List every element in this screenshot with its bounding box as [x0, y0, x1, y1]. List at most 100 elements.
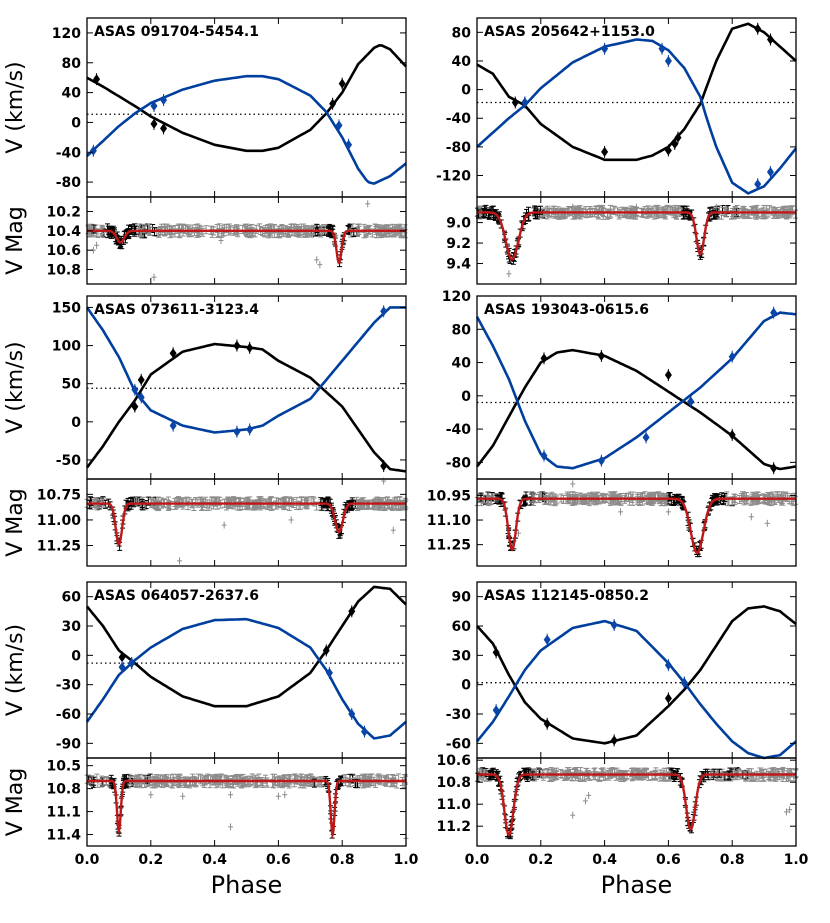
rv-ytick-label: 0 [71, 415, 81, 431]
rv-ytick-label: 60 [62, 590, 82, 606]
secondary-rv-point [246, 424, 254, 435]
rv-ytick-label: -40 [446, 111, 472, 127]
rv-ytick-label: -60 [56, 707, 82, 723]
primary-rv-point [380, 461, 388, 472]
rv-axis-label: V (km/s) [3, 61, 28, 153]
rv-ytick-label: 80 [452, 322, 472, 338]
rv-ytick-label: 40 [452, 54, 472, 70]
primary-rv-point [511, 97, 519, 108]
secondary-rv-point [687, 396, 695, 407]
lc-ytick-label: 11.25 [37, 539, 81, 555]
secondary-rv-point [521, 97, 529, 108]
primary-rv-point [93, 74, 101, 85]
panel-1: 120 80 40 0 -40 -80 ASAS 091704-5454.1 V (km/s)… [3, 17, 408, 285]
secondary-rv-curve [85, 617, 407, 740]
secondary-rv-point [601, 43, 609, 54]
rv-ytick-label: 100 [52, 339, 81, 355]
secondary-rv-point [150, 101, 158, 112]
primary-rv-point [671, 139, 679, 150]
rv-ytick-label: -90 [56, 736, 82, 752]
rv-ytick-label: 0 [71, 648, 81, 664]
primary-rv-point [601, 146, 609, 157]
secondary-rv-point [325, 667, 333, 678]
rv-ytick-label: -50 [56, 453, 82, 469]
secondary-rv-point [728, 351, 736, 362]
rv-ytick-label: 150 [52, 300, 81, 316]
secondary-rv-point [160, 95, 168, 106]
lc-ytick-label: 10.8 [46, 263, 81, 279]
panel-title: ASAS 205642+1153.0 [484, 24, 655, 40]
primary-rv-point [766, 34, 774, 45]
lc-ytick-label: 10.95 [427, 488, 471, 504]
secondary-rv-point [642, 432, 650, 443]
light-curve-model [477, 497, 796, 555]
rv-plot: 120 80 40 0 -40 -80 ASAS 091704-5454.1 [52, 17, 407, 198]
secondary-rv-point [131, 384, 139, 395]
rv-ytick-label: 40 [452, 356, 472, 372]
secondary-rv-point [540, 450, 548, 461]
secondary-rv-point [597, 455, 605, 466]
lc-ytick-label: 11.00 [37, 513, 82, 529]
primary-rv-point [540, 353, 548, 364]
primary-rv-point [329, 98, 337, 109]
primary-rv-point [338, 78, 346, 89]
secondary-rv-curve [475, 311, 797, 470]
rv-ytick-label: 80 [62, 56, 82, 72]
primary-rv-point [664, 145, 672, 156]
light-curve-plot: 9.0 9.2 9.4 [446, 196, 799, 285]
secondary-rv-point [89, 145, 97, 156]
primary-rv-point [131, 401, 139, 412]
secondary-rv-curve [85, 306, 406, 434]
light-curve-frame [86, 196, 407, 285]
secondary-rv-point [345, 139, 353, 150]
rv-plot: 80 40 0 -40 -80 -120 ASAS 205642+1153.0 [436, 17, 798, 198]
lc-ytick-label: 9.4 [446, 257, 471, 273]
light-curve-plot: 10.2 10.4 10.6 10.8 [46, 196, 408, 285]
rv-ytick-label: 30 [62, 619, 82, 635]
rv-ytick-label: -80 [446, 455, 472, 471]
primary-rv-curve [476, 22, 797, 162]
secondary-rv-point [766, 166, 774, 177]
lc-ytick-label: 9.0 [446, 216, 471, 232]
primary-rv-curve [85, 585, 407, 708]
secondary-rv-point [380, 306, 388, 317]
secondary-rv-point [361, 726, 369, 737]
lc-ytick-label: 10.75 [37, 487, 81, 503]
primary-rv-point [664, 370, 672, 381]
light-curve-plot: 10.75 11.00 11.25 [37, 477, 409, 567]
primary-rv-curve [86, 44, 407, 153]
secondary-rv-point [754, 179, 762, 190]
panel-4: 120 80 40 0 -40 -80 ASAS 193043-0615.6 10.95 11.… [427, 289, 798, 567]
lc-ytick-label: 11.25 [427, 538, 471, 554]
secondary-rv-point [658, 43, 666, 54]
primary-rv-curve [85, 342, 407, 473]
light-curve-model [87, 229, 406, 265]
rv-ytick-label: -40 [56, 145, 82, 161]
rv-ytick-label: 0 [71, 115, 81, 131]
secondary-rv-point [118, 662, 126, 673]
primary-rv-point [150, 118, 158, 129]
primary-rv-point [118, 652, 126, 663]
rv-plot: 120 80 40 0 -40 -80 ASAS 193043-0615.6 [442, 289, 797, 480]
light-curve-frame [476, 196, 797, 285]
primary-rv-point [728, 429, 736, 440]
lc-ytick-label: 10.4 [46, 224, 81, 240]
secondary-rv-point [137, 392, 145, 403]
lc-ytick-label: 10.2 [46, 205, 81, 221]
light-curve-plot: 10.95 11.10 11.25 [427, 478, 798, 567]
primary-rv-point [597, 350, 605, 361]
secondary-rv-point [128, 658, 136, 669]
lc-ytick-label: 10.6 [46, 243, 81, 259]
primary-rv-point [137, 374, 145, 385]
panel-3: 150 100 50 0 -50 ASAS 073611-3123.4 V (km/s) 10… [3, 295, 409, 567]
rv-ytick-label: -30 [56, 678, 82, 694]
panel-title: ASAS 193043-0615.6 [484, 302, 649, 318]
rv-ytick-label: -80 [446, 140, 472, 156]
panel-title: ASAS 073611-3123.4 [94, 302, 259, 318]
rv-ytick-label: -40 [446, 422, 472, 438]
secondary-rv-point [169, 420, 177, 431]
primary-rv-curve [475, 348, 797, 471]
